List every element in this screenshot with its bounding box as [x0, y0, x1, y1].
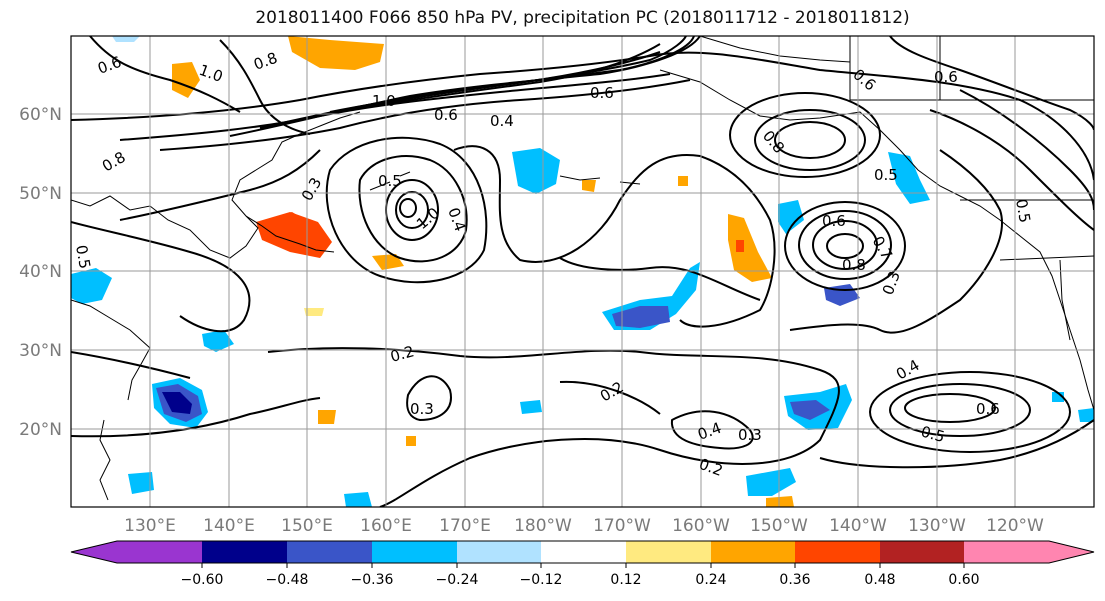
lon-label: 160°W: [672, 516, 730, 536]
colorbar-tick-label: −0.60: [181, 572, 224, 588]
coastlines: [71, 36, 1094, 501]
shade-positive: [288, 36, 384, 70]
lon-label: 150°E: [281, 516, 333, 536]
colorbar-segment: [372, 541, 457, 563]
colorbar-segment: [541, 541, 626, 563]
contour-label: 0.3: [410, 400, 434, 418]
contour-label: 0.4: [490, 112, 514, 130]
shade-negative: [112, 36, 140, 42]
colorbar-segment: [795, 541, 880, 563]
lat-label: 40°N: [19, 262, 62, 282]
colorbar: −0.60 −0.48 −0.36 −0.24 −0.12 0.12 0.24 …: [70, 540, 1095, 588]
lat-label: 30°N: [19, 341, 62, 361]
shade-negative: [612, 306, 670, 328]
shade-positive: [582, 180, 596, 192]
colorbar-tick-label: −0.24: [436, 572, 479, 588]
lon-label: 160°E: [360, 516, 412, 536]
longitude-labels: 130°E 140°E 150°E 160°E 170°E 180°W 170°…: [124, 516, 1044, 536]
contour-label: 0.6: [976, 400, 1000, 418]
lon-label: 170°E: [439, 516, 491, 536]
contour-label: 0.3: [738, 426, 762, 444]
lat-label: 50°N: [19, 184, 62, 204]
shade-negative: [128, 472, 154, 494]
colorbar-segment: [457, 541, 541, 563]
pv-contours: [71, 36, 1094, 507]
colorbar-segment: [287, 541, 372, 563]
contour-label: 0.5: [72, 244, 94, 271]
shade-negative: [162, 392, 192, 414]
shade-positive: [766, 496, 794, 507]
colorbar-tick-label: 0.48: [864, 572, 895, 588]
colorbar-tick-label: −0.12: [520, 572, 563, 588]
colorbar-tick-label: 0.12: [610, 572, 641, 588]
colorbar-tick-label: 0.24: [695, 572, 726, 588]
contour-label: 0.6: [434, 106, 458, 124]
map-title: 2018011400 F066 850 hPa PV, precipitatio…: [255, 8, 910, 28]
map-panel: 0.6 1.0 0.8 0.6 0.4 0.8 1.0 0.6 0.5 0.3 …: [71, 36, 1094, 507]
lon-label: 180°W: [514, 516, 572, 536]
shade-positive: [372, 254, 404, 270]
contour-label: 0.2: [388, 342, 416, 366]
shade-negative: [71, 268, 112, 304]
shade-positive: [272, 212, 320, 248]
colorbar-segment: [626, 541, 711, 563]
shade-negative: [202, 330, 234, 352]
colorbar-segment: [117, 541, 202, 563]
shade-positive: [304, 308, 324, 316]
shade-negative: [790, 400, 830, 420]
shade-negative: [1078, 408, 1094, 422]
lat-label: 60°N: [19, 105, 62, 125]
shade-positive: [406, 436, 416, 446]
colorbar-tick-label: −0.48: [266, 572, 309, 588]
contour-label: 0.5: [378, 172, 402, 190]
lon-label: 140°E: [203, 516, 255, 536]
contour-label: 0.6: [590, 84, 614, 102]
contour-label: 0.5: [874, 166, 898, 184]
shade-negative: [344, 492, 372, 507]
colorbar-segment: [202, 541, 287, 563]
colorbar-segment: [711, 541, 795, 563]
contour-label: 0.5: [919, 422, 947, 446]
lon-label: 150°W: [750, 516, 808, 536]
lon-label: 170°W: [593, 516, 651, 536]
shade-positive: [678, 176, 688, 186]
lon-label: 130°W: [908, 516, 966, 536]
shade-positive: [728, 214, 772, 282]
shade-negative: [520, 400, 542, 414]
contour-label: 0.5: [1012, 198, 1034, 225]
colorbar-extend-high: [1049, 541, 1094, 563]
lon-label: 120°W: [986, 516, 1044, 536]
contour-label: 1.0: [372, 92, 396, 110]
lon-label: 140°W: [829, 516, 887, 536]
gridlines: [71, 36, 1094, 507]
contour-label: 0.6: [822, 212, 846, 230]
map-frame: [70, 35, 1095, 508]
shade-negative: [888, 152, 930, 204]
colorbar-tick-label: 0.36: [779, 572, 810, 588]
shade-negative: [746, 468, 796, 496]
contour-label: 0.8: [842, 256, 866, 274]
latitude-labels: 60°N 50°N 40°N 30°N 20°N: [19, 105, 62, 440]
colorbar-extend-low: [71, 541, 117, 563]
shade-negative: [778, 200, 804, 234]
shade-negative: [512, 148, 560, 194]
colorbar-tick-label: −0.36: [351, 572, 394, 588]
lat-label: 20°N: [19, 420, 62, 440]
colorbar-outline: [70, 540, 1095, 564]
precip-shading: [71, 36, 1094, 507]
contour-label: 0.6: [934, 68, 958, 86]
lon-label: 130°E: [124, 516, 176, 536]
colorbar-segment: [964, 541, 1049, 563]
colorbar-tick-label: 0.60: [948, 572, 979, 588]
shade-positive: [318, 410, 336, 424]
shade-positive: [736, 240, 744, 252]
colorbar-segment: [880, 541, 964, 563]
